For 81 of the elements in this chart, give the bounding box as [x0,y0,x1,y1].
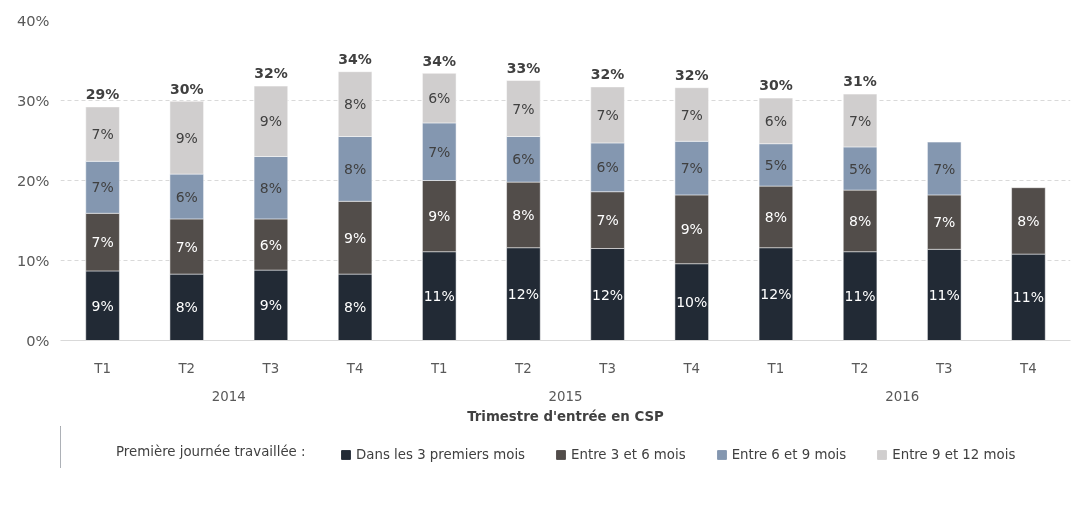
data-label: 9% [343,229,367,246]
data-label: 7% [596,106,619,123]
data-label: 12% [507,286,539,303]
data-label: 6% [764,112,788,129]
data-label: 9% [91,297,114,314]
data-label: 8% [343,160,367,177]
data-label: 7% [680,160,703,177]
data-label: 11% [928,286,960,303]
data-label: 7% [596,212,619,229]
x-tick-label: T4 [1019,360,1037,376]
x-tick-label: T1 [93,360,111,376]
y-tick-label: 10% [16,252,50,269]
y-tick-label: 30% [16,92,50,109]
data-label: 7% [428,143,451,160]
data-label: 6% [596,159,619,176]
data-label: 10% [676,294,708,311]
data-label: 7% [933,214,956,231]
data-label: 9% [175,129,198,146]
data-label: 6% [512,151,535,168]
x-tick-label: T2 [514,360,532,376]
data-label: 6% [428,90,451,107]
data-label: 5% [848,160,872,177]
total-label: 34% [422,52,457,69]
data-label: 7% [91,126,114,143]
text: 2015 [548,388,583,404]
data-label: 7% [680,106,703,123]
y-tick-label: 0% [26,332,50,349]
data-label: 9% [259,113,283,130]
legend-label: Entre 3 et 6 mois [571,447,686,462]
data-label: 7% [512,100,535,117]
x-tick-label: T2 [850,360,869,376]
total-label: 30% [759,77,793,94]
data-label: 8% [343,96,367,113]
text: 2014 [211,388,246,404]
data-label: 6% [175,188,198,205]
total-label: 33% [506,59,541,76]
x-tick-label: T2 [177,360,196,376]
data-label: 7% [175,238,198,255]
total-label: 32% [675,66,709,83]
data-label: 11% [844,288,876,305]
total-label: 29% [85,86,120,103]
total-label: 32% [254,65,288,82]
data-label: 8% [848,212,872,229]
legend-label: Entre 6 et 9 mois [731,447,847,462]
x-tick-label: T1 [429,360,448,376]
legend-label: Dans les 3 premiers mois [356,447,526,462]
data-label: 7% [91,179,114,196]
data-label: 8% [512,206,535,223]
x-tick-label: T4 [345,360,364,376]
data-label: 8% [175,299,198,316]
data-label: 9% [680,221,703,238]
total-label: 34% [338,50,372,67]
data-label: 9% [259,297,283,314]
text: 2016 [885,388,920,404]
x-tick-label: T3 [261,360,280,376]
data-label: 7% [848,112,872,129]
total-label: 31% [843,73,877,90]
data-label: 8% [764,208,788,225]
data-label: 12% [760,286,792,303]
data-label: 6% [259,236,283,253]
y-tick-label: 40% [16,12,50,29]
y-tick-label: 20% [16,172,50,189]
data-label: 8% [1017,212,1040,229]
data-label: 11% [1012,289,1044,306]
legend-title: Première journée travaillée : [116,444,306,460]
data-label: 11% [423,288,455,305]
data-label: 12% [592,286,624,303]
data-label: 7% [933,160,956,177]
data-label: 8% [259,179,283,196]
data-label: 8% [343,299,367,316]
x-axis-title: Trimestre d'entrée en CSP [467,408,665,424]
x-tick-label: T3 [934,360,953,376]
total-label: 30% [170,80,204,97]
x-tick-label: T1 [766,360,785,376]
data-label: 9% [428,208,451,225]
data-label: 5% [764,156,788,173]
total-label: 32% [590,66,625,83]
data-label: 7% [91,234,114,251]
x-tick-label: T4 [682,360,701,376]
legend-label: Entre 9 et 12 mois [892,447,1016,462]
x-tick-label: T3 [598,360,616,376]
